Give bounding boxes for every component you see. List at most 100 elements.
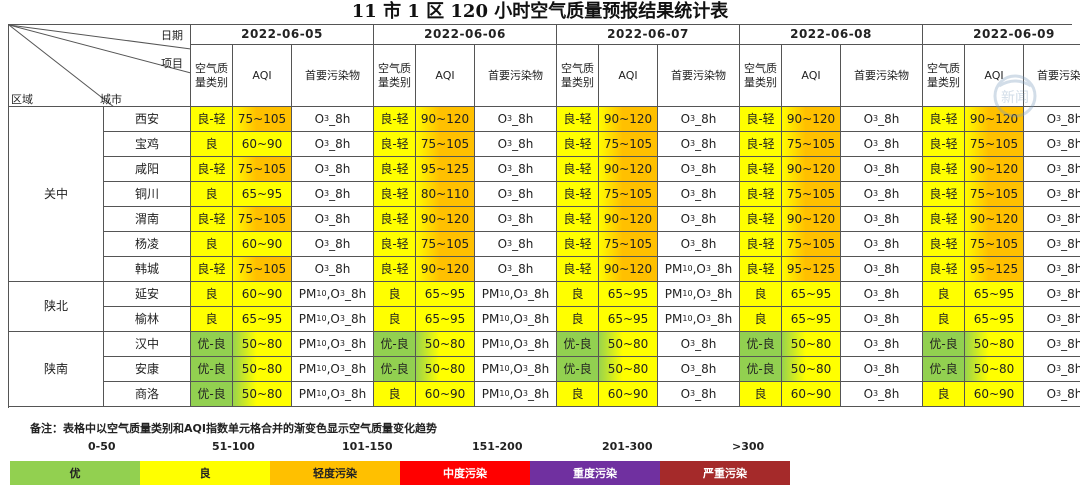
aqi-trend-fill	[923, 182, 1024, 207]
aqi-cell: 50~80	[599, 357, 658, 382]
pollutant-cell: O3_8h	[1024, 257, 1080, 282]
aqi-cell: 75~105	[599, 182, 658, 207]
col-header-category: 空气质量类别	[374, 45, 416, 107]
aqi-trend-fill	[740, 332, 841, 357]
aqi-trend-fill	[923, 282, 1024, 307]
category-cell: 良-轻	[923, 257, 965, 282]
aqi-trend-fill	[557, 257, 658, 282]
aqi-legend: 优良轻度污染 中度污染 重度污染 严重污染	[10, 461, 790, 485]
aqi-cell: 50~80	[599, 332, 658, 357]
pollutant-cell: PM 10 ,O 3 _8h	[475, 282, 557, 307]
aqi-cell: 60~90	[782, 382, 841, 407]
aqi-cell: 75~105	[416, 132, 475, 157]
col-header-pollutant: 首要污染物	[658, 45, 740, 107]
aqi-trend-fill	[191, 132, 292, 157]
aqi-trend-fill	[557, 382, 658, 407]
aqi-trend-fill	[557, 332, 658, 357]
date-header: 2022-06-06	[374, 25, 557, 45]
aqi-cell: 80~110	[416, 182, 475, 207]
aqi-cell: 90~120	[965, 157, 1024, 182]
pollutant-cell: O3_8h	[1024, 307, 1080, 332]
category-cell: 良	[923, 307, 965, 332]
category-cell: 良-轻	[740, 232, 782, 257]
aqi-cell: 75~105	[782, 132, 841, 157]
aqi-trend-fill	[374, 207, 475, 232]
category-cell: 良	[374, 382, 416, 407]
pollutant-cell: O3_8h	[1024, 232, 1080, 257]
aqi-trend-fill	[557, 307, 658, 332]
aqi-cell: 50~80	[416, 357, 475, 382]
pollutant-cell: PM 10 ,O 3 _8h	[292, 357, 374, 382]
pollutant-cell: PM 10 ,O 3 _8h	[475, 357, 557, 382]
category-cell: 良-轻	[923, 232, 965, 257]
pollutant-cell: PM 10 ,O 3 _8h	[292, 382, 374, 407]
aqi-cell: 50~80	[782, 357, 841, 382]
category-cell: 良-轻	[923, 157, 965, 182]
aqi-cell: 75~105	[233, 107, 292, 132]
aqi-cell: 65~95	[599, 282, 658, 307]
aqi-cell: 75~105	[965, 132, 1024, 157]
legend-swatch: 良	[140, 461, 270, 485]
pollutant-cell: PM 10 ,O 3 _8h	[658, 257, 740, 282]
aqi-trend-fill	[191, 107, 292, 132]
category-cell: 良	[374, 282, 416, 307]
aqi-cell: 50~80	[233, 332, 292, 357]
aqi-cell: 65~95	[233, 307, 292, 332]
aqi-trend-fill	[923, 332, 1024, 357]
aqi-trend-fill	[740, 232, 841, 257]
city-cell: 咸阳	[104, 157, 191, 182]
pollutant-cell: O3_8h	[1024, 107, 1080, 132]
aqi-cell: 90~120	[782, 157, 841, 182]
aqi-trend-fill	[923, 157, 1024, 182]
aqi-trend-fill	[557, 207, 658, 232]
aqi-cell: 75~105	[599, 232, 658, 257]
category-cell: 良	[191, 132, 233, 157]
aqi-cell: 65~95	[599, 307, 658, 332]
page-title: 11 市 1 区 120 小时空气质量预报结果统计表	[351, 1, 729, 22]
aqi-cell: 50~80	[233, 357, 292, 382]
watermark-text: 新闻	[1001, 90, 1029, 106]
aqi-cell: 65~95	[416, 307, 475, 332]
category-cell: 良-轻	[374, 157, 416, 182]
city-cell: 汉中	[104, 332, 191, 357]
category-cell: 良-轻	[191, 157, 233, 182]
aqi-trend-fill	[191, 182, 292, 207]
city-cell: 宝鸡	[104, 132, 191, 157]
aqi-trend-fill	[740, 307, 841, 332]
pollutant-cell: PM 10 ,O 3 _8h	[475, 307, 557, 332]
col-header-aqi: AQI	[416, 45, 475, 107]
date-header: 2022-06-08	[740, 25, 923, 45]
category-cell: 良-轻	[374, 132, 416, 157]
category-cell: 优-良	[374, 332, 416, 357]
aqi-cell: 90~120	[782, 107, 841, 132]
category-cell: 良-轻	[740, 157, 782, 182]
col-header-aqi: AQI	[965, 45, 1024, 107]
aqi-trend-fill	[740, 132, 841, 157]
aqi-trend-fill	[923, 207, 1024, 232]
category-cell: 优-良	[191, 382, 233, 407]
aqi-trend-fill	[191, 232, 292, 257]
aqi-trend-fill	[557, 357, 658, 382]
aqi-trend-fill	[374, 282, 475, 307]
aqi-cell: 90~120	[965, 207, 1024, 232]
category-cell: 优-良	[191, 357, 233, 382]
pollutant-cell: O3_8h	[1024, 207, 1080, 232]
col-header-aqi: AQI	[599, 45, 658, 107]
aqi-cell: 65~95	[965, 307, 1024, 332]
pollutant-cell: PM 10 ,O 3 _8h	[292, 307, 374, 332]
aqi-cell: 75~105	[233, 257, 292, 282]
